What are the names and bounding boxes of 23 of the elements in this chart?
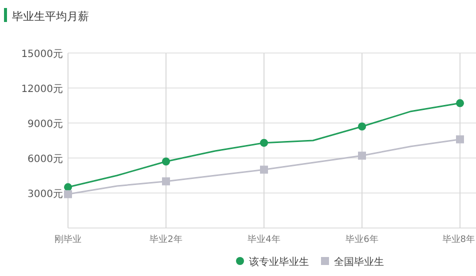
x-tick-label: 毕业6年 <box>346 234 378 245</box>
y-tick-label: 15000元 <box>21 49 63 60</box>
point <box>162 177 170 186</box>
y-tick-label: 9000元 <box>28 119 63 130</box>
point <box>64 183 72 192</box>
y-tick-label: 3000元 <box>28 189 63 200</box>
point <box>260 166 268 174</box>
point <box>456 99 464 108</box>
point <box>162 158 170 166</box>
legend-label: 全国毕业生 <box>334 256 384 268</box>
y-tick-label: 6000元 <box>28 154 63 165</box>
legend-label: 该专业毕业生 <box>249 256 309 268</box>
point <box>260 138 268 147</box>
point <box>358 152 366 160</box>
x-tick-label: 刚毕业 <box>54 234 82 245</box>
point <box>64 190 72 198</box>
x-tick-label: 毕业2年 <box>150 234 182 245</box>
x-tick-label: 毕业4年 <box>248 234 280 245</box>
x-tick-label: 毕业8年 <box>442 234 475 245</box>
chart-title: 毕业生平均月薪 <box>12 10 89 23</box>
point <box>456 135 464 144</box>
y-tick-label: 12000元 <box>21 84 63 95</box>
point <box>358 122 366 130</box>
